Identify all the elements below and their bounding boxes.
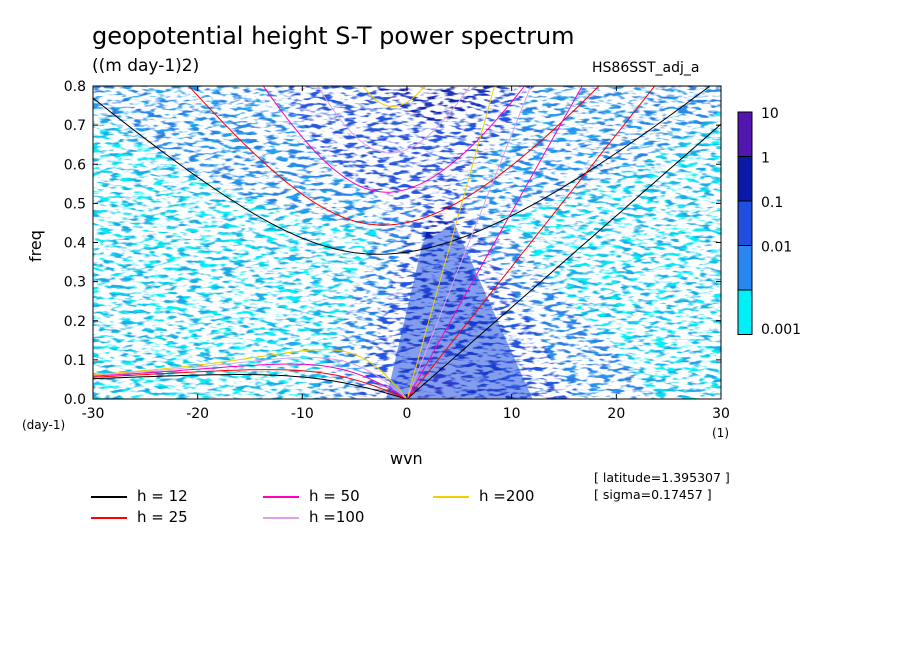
rossby-curve-h50 [93,363,408,399]
chart-units: ((m day-1)2) [92,56,200,76]
y-tick-label: 0.6 [64,157,86,173]
plot-axes: -30 -20 -10 0 10 20 30 0.0 0.1 0.2 0.3 0.4 0.5 0.6 0.7… [64,79,730,422]
colorbar-swatch [737,111,753,157]
x-tick-label: 30 [712,406,730,422]
kelvin-curve-h50 [406,86,583,399]
colorbar-swatch [737,156,753,202]
legend-label: h =100 [309,508,365,526]
y-axis-unit: (day-1) [22,418,66,432]
legend-label: h =200 [479,487,535,505]
y-tick-label: 0.1 [64,353,86,369]
latitude-annotation: [ latitude=1.395307 ] [594,470,730,485]
field-cone-overlay [386,222,533,399]
colorbar-label: 0.001 [761,322,801,338]
kelvin-curve-h12 [406,123,721,399]
legend-swatch [91,517,127,519]
gravity-curve-h200 [362,86,426,108]
y-tick-label: 0.0 [64,392,86,408]
legend-swatch [91,496,127,498]
y-axis-label: freq [26,230,45,262]
colorbar-label: 0.01 [761,240,792,256]
x-tick-label: -10 [291,406,314,422]
y-tick-label: 0.3 [64,275,86,291]
rossby-curve-h12 [93,374,408,399]
x-axis-label: wvn [390,449,423,468]
rossby-curve-h100 [93,356,408,399]
y-tick-label: 0.4 [64,236,86,252]
run-name: HS86SST_adj_a [592,60,700,76]
x-tick-label: 0 [403,406,412,422]
colorbar-swatch [737,289,753,335]
legend-swatch [263,496,299,498]
colorbar-label: 10 [761,106,779,122]
legend-swatch [263,517,299,519]
kelvin-curve-h200 [406,86,496,399]
legend-swatch [433,496,469,498]
x-tick-label: -20 [186,406,209,422]
colorbar: 10 1 0.1 0.01 0.001 [737,106,801,338]
legend-label: h = 50 [309,487,360,505]
sigma-annotation: [ sigma=0.17457 ] [594,487,712,502]
colorbar-swatch [737,245,753,291]
gravity-curve-h12 [93,86,711,255]
kelvin-curve-h25 [406,86,656,399]
kelvin-curve-h100 [406,86,532,399]
chart-title: geopotential height S-T power spectrum [92,22,575,50]
x-tick-label: 10 [503,406,521,422]
y-tick-label: 0.7 [64,118,86,134]
legend-label: h = 25 [137,508,188,526]
colorbar-swatch [737,200,753,246]
x-axis-unit: (1) [712,426,729,440]
rossby-curve-h200 [93,348,408,399]
colorbar-label: 1 [761,151,770,167]
gravity-curve-h50 [262,86,526,193]
x-tick-label: 20 [607,406,625,422]
gravity-curve-h100 [317,86,471,154]
colorbar-label: 0.1 [761,195,783,211]
dispersion-curves [93,86,721,399]
y-tick-label: 0.5 [64,196,86,212]
y-tick-label: 0.2 [64,314,86,330]
gravity-curve-h25 [188,86,600,226]
spectrum-field [93,86,721,399]
y-tick-label: 0.8 [64,79,86,95]
legend-label: h = 12 [137,487,188,505]
x-tick-label: -30 [82,406,105,422]
rossby-curve-h25 [93,369,408,399]
